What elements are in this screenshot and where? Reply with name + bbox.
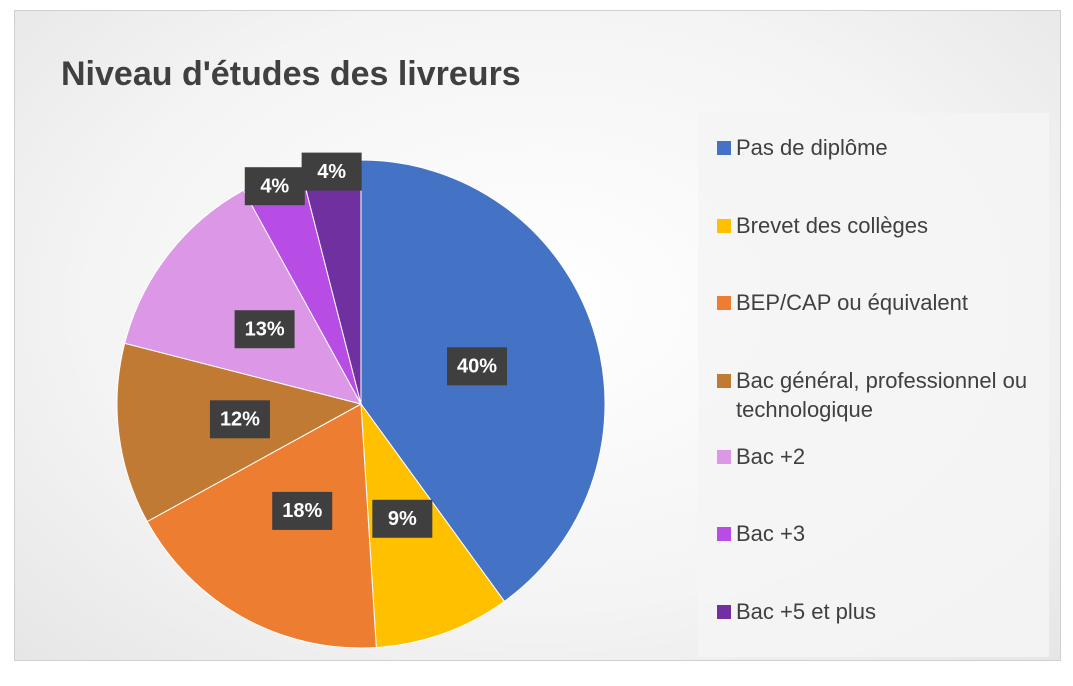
chart-area: Niveau d'études des livreurs 40% 9% 18% 12%…	[14, 10, 1061, 661]
pie-slice	[360, 402, 506, 649]
chart-title: Niveau d'études des livreurs	[61, 55, 521, 93]
pie-plot: 40% 9% 18% 12% 13% 4% 4%	[116, 152, 606, 649]
legend-label: Brevet des collèges	[736, 213, 928, 238]
legend-item: Pas de diplôme	[717, 133, 1061, 162]
data-label-box	[301, 152, 362, 191]
data-label: 12%	[220, 409, 260, 431]
data-label-box	[244, 167, 305, 206]
legend-swatch	[717, 527, 731, 541]
legend: Pas de diplôme Brevet des collèges BEP/CAP…	[698, 113, 1049, 657]
legend-swatch	[717, 219, 731, 233]
legend-label: Pas de diplôme	[736, 135, 888, 160]
legend-swatch	[717, 605, 731, 619]
legend-swatch	[717, 296, 731, 310]
legend-swatch	[717, 374, 731, 388]
legend-item: Bac +5 et plus	[717, 597, 1061, 626]
pie-slice	[124, 189, 362, 405]
legend-label: Bac +5 et plus	[736, 599, 877, 624]
data-label-box	[447, 347, 508, 386]
data-label: 9%	[388, 508, 417, 530]
data-label: 4%	[260, 175, 289, 197]
data-label-box	[209, 400, 270, 439]
legend-label: Bac +3	[736, 521, 806, 546]
data-label-box	[372, 499, 433, 538]
data-label-box	[272, 491, 333, 530]
legend-item: Bac général, professionnel ou technologi…	[717, 366, 1061, 424]
legend-label: BEP/CAP ou équivalent	[736, 290, 968, 315]
pie-slice	[146, 403, 377, 649]
legend-swatch	[717, 141, 731, 155]
data-label: 13%	[245, 319, 285, 341]
data-label: 40%	[457, 356, 497, 378]
data-label: 4%	[317, 161, 346, 183]
legend-swatch	[717, 450, 731, 464]
legend-item: Bac +2	[717, 442, 1061, 471]
legend-item: Brevet des collèges	[717, 211, 1061, 240]
data-label: 18%	[282, 500, 322, 522]
legend-label: Bac général, professionnel ou technologi…	[736, 368, 1028, 422]
data-label-box	[234, 310, 295, 349]
legend-label: Bac +2	[736, 444, 806, 469]
legend-item: Bac +3	[717, 519, 1061, 548]
legend-item: BEP/CAP ou équivalent	[717, 288, 1061, 317]
